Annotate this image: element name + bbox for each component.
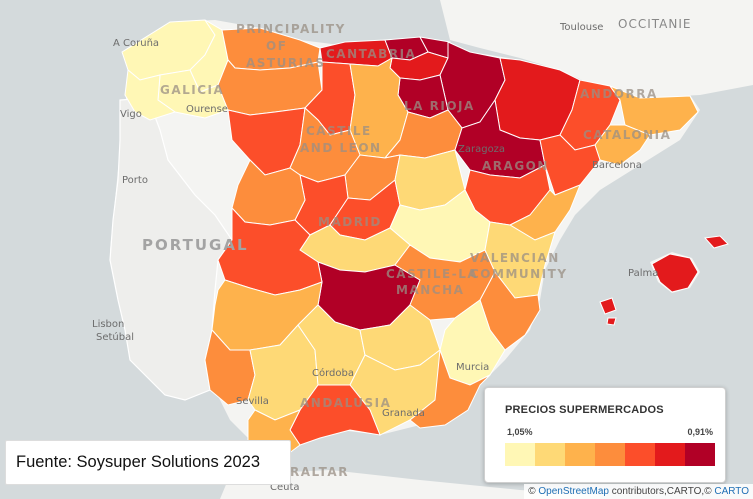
- region-label-castile-la: CASTILE-LA: [386, 267, 478, 281]
- city-label-granada: Granada: [382, 408, 425, 419]
- region-label-andorra: ANDORRA: [580, 87, 658, 101]
- city-label-toulouse: Toulouse: [559, 22, 603, 33]
- legend-min-label: 1,05%: [507, 427, 533, 437]
- city-label-sevilla: Sevilla: [236, 396, 269, 407]
- map-labels: PORTUGAL OCCITANIE GALICIA PRINCIPALITY …: [92, 17, 691, 493]
- region-label-madrid: MADRID: [318, 215, 382, 229]
- region-label-asturias: ASTURIAS: [246, 56, 326, 70]
- city-label-porto: Porto: [122, 175, 148, 186]
- region-label-cantabria: CANTABRIA: [326, 47, 416, 61]
- city-label-cordoba: Córdoba: [312, 367, 354, 379]
- region-label-catalonia: CATALONIA: [583, 128, 671, 142]
- attribution-middle: contributors,CARTO,©: [611, 486, 712, 497]
- province-almeria[interactable]: [409, 349, 491, 429]
- province-pontevedra[interactable]: [124, 69, 177, 121]
- legend-swatch-2: [535, 443, 565, 466]
- region-label-principality: PRINCIPALITY: [236, 22, 346, 36]
- map-attribution: © OpenStreetMap contributors,CARTO,© CAR…: [524, 484, 753, 499]
- country-label-portugal: PORTUGAL: [142, 236, 249, 254]
- region-label-andalusia: ANDALUSIA: [300, 396, 391, 410]
- city-label-zaragoza: Zaragoza: [458, 144, 505, 155]
- legend-swatch-7: [685, 443, 715, 466]
- region-label-valencian: VALENCIAN: [470, 251, 560, 265]
- region-label-occitanie: OCCITANIE: [618, 17, 691, 31]
- province-formentera[interactable]: [606, 317, 617, 326]
- region-label-galicia: GALICIA: [160, 83, 224, 97]
- region-label-castile: CASTILE: [306, 124, 372, 138]
- city-label-vigo: Vigo: [120, 109, 142, 120]
- region-label-of: OF: [266, 39, 287, 53]
- city-label-murcia: Murcia: [456, 362, 489, 373]
- legend-swatch-4: [595, 443, 625, 466]
- openstreetmap-link[interactable]: OpenStreetMap: [538, 486, 609, 497]
- legend-panel: PRECIOS SUPERMERCADOS 1,05% 0,91%: [484, 387, 726, 483]
- legend-title: PRECIOS SUPERMERCADOS: [505, 404, 664, 416]
- city-label-barcelona: Barcelona: [592, 160, 642, 171]
- legend-swatch-6: [655, 443, 685, 466]
- city-label-palma: Palma: [628, 268, 658, 279]
- region-label-aragon: ARAGON: [482, 159, 549, 173]
- city-label-ceuta: Ceuta: [270, 482, 300, 493]
- attribution-prefix: ©: [528, 486, 536, 497]
- province-menorca[interactable]: [703, 235, 729, 249]
- region-label-community: COMMUNITY: [470, 267, 568, 281]
- region-label-and-leon: AND LEON: [300, 141, 382, 155]
- province-ibiza[interactable]: [599, 297, 617, 315]
- carto-link[interactable]: CARTO: [714, 486, 749, 497]
- city-label-lisbon: Lisbon: [92, 319, 124, 330]
- source-caption: Fuente: Soysuper Solutions 2023: [5, 440, 291, 485]
- legend-max-label: 0,91%: [687, 427, 713, 437]
- legend-swatch-3: [565, 443, 595, 466]
- province-mallorca[interactable]: [651, 253, 699, 293]
- legend-swatch-1: [505, 443, 535, 466]
- legend-color-scale: [505, 443, 715, 466]
- city-label-a-coruna: A Coruña: [113, 38, 159, 49]
- region-label-mancha: MANCHA: [396, 283, 464, 297]
- province-girona[interactable]: [608, 84, 699, 136]
- provinces: [121, 19, 729, 461]
- city-label-setubal: Setúbal: [96, 331, 134, 343]
- legend-swatch-5: [625, 443, 655, 466]
- region-label-la-rioja: LA RIOJA: [404, 99, 475, 113]
- city-label-ourense: Ourense: [186, 104, 228, 115]
